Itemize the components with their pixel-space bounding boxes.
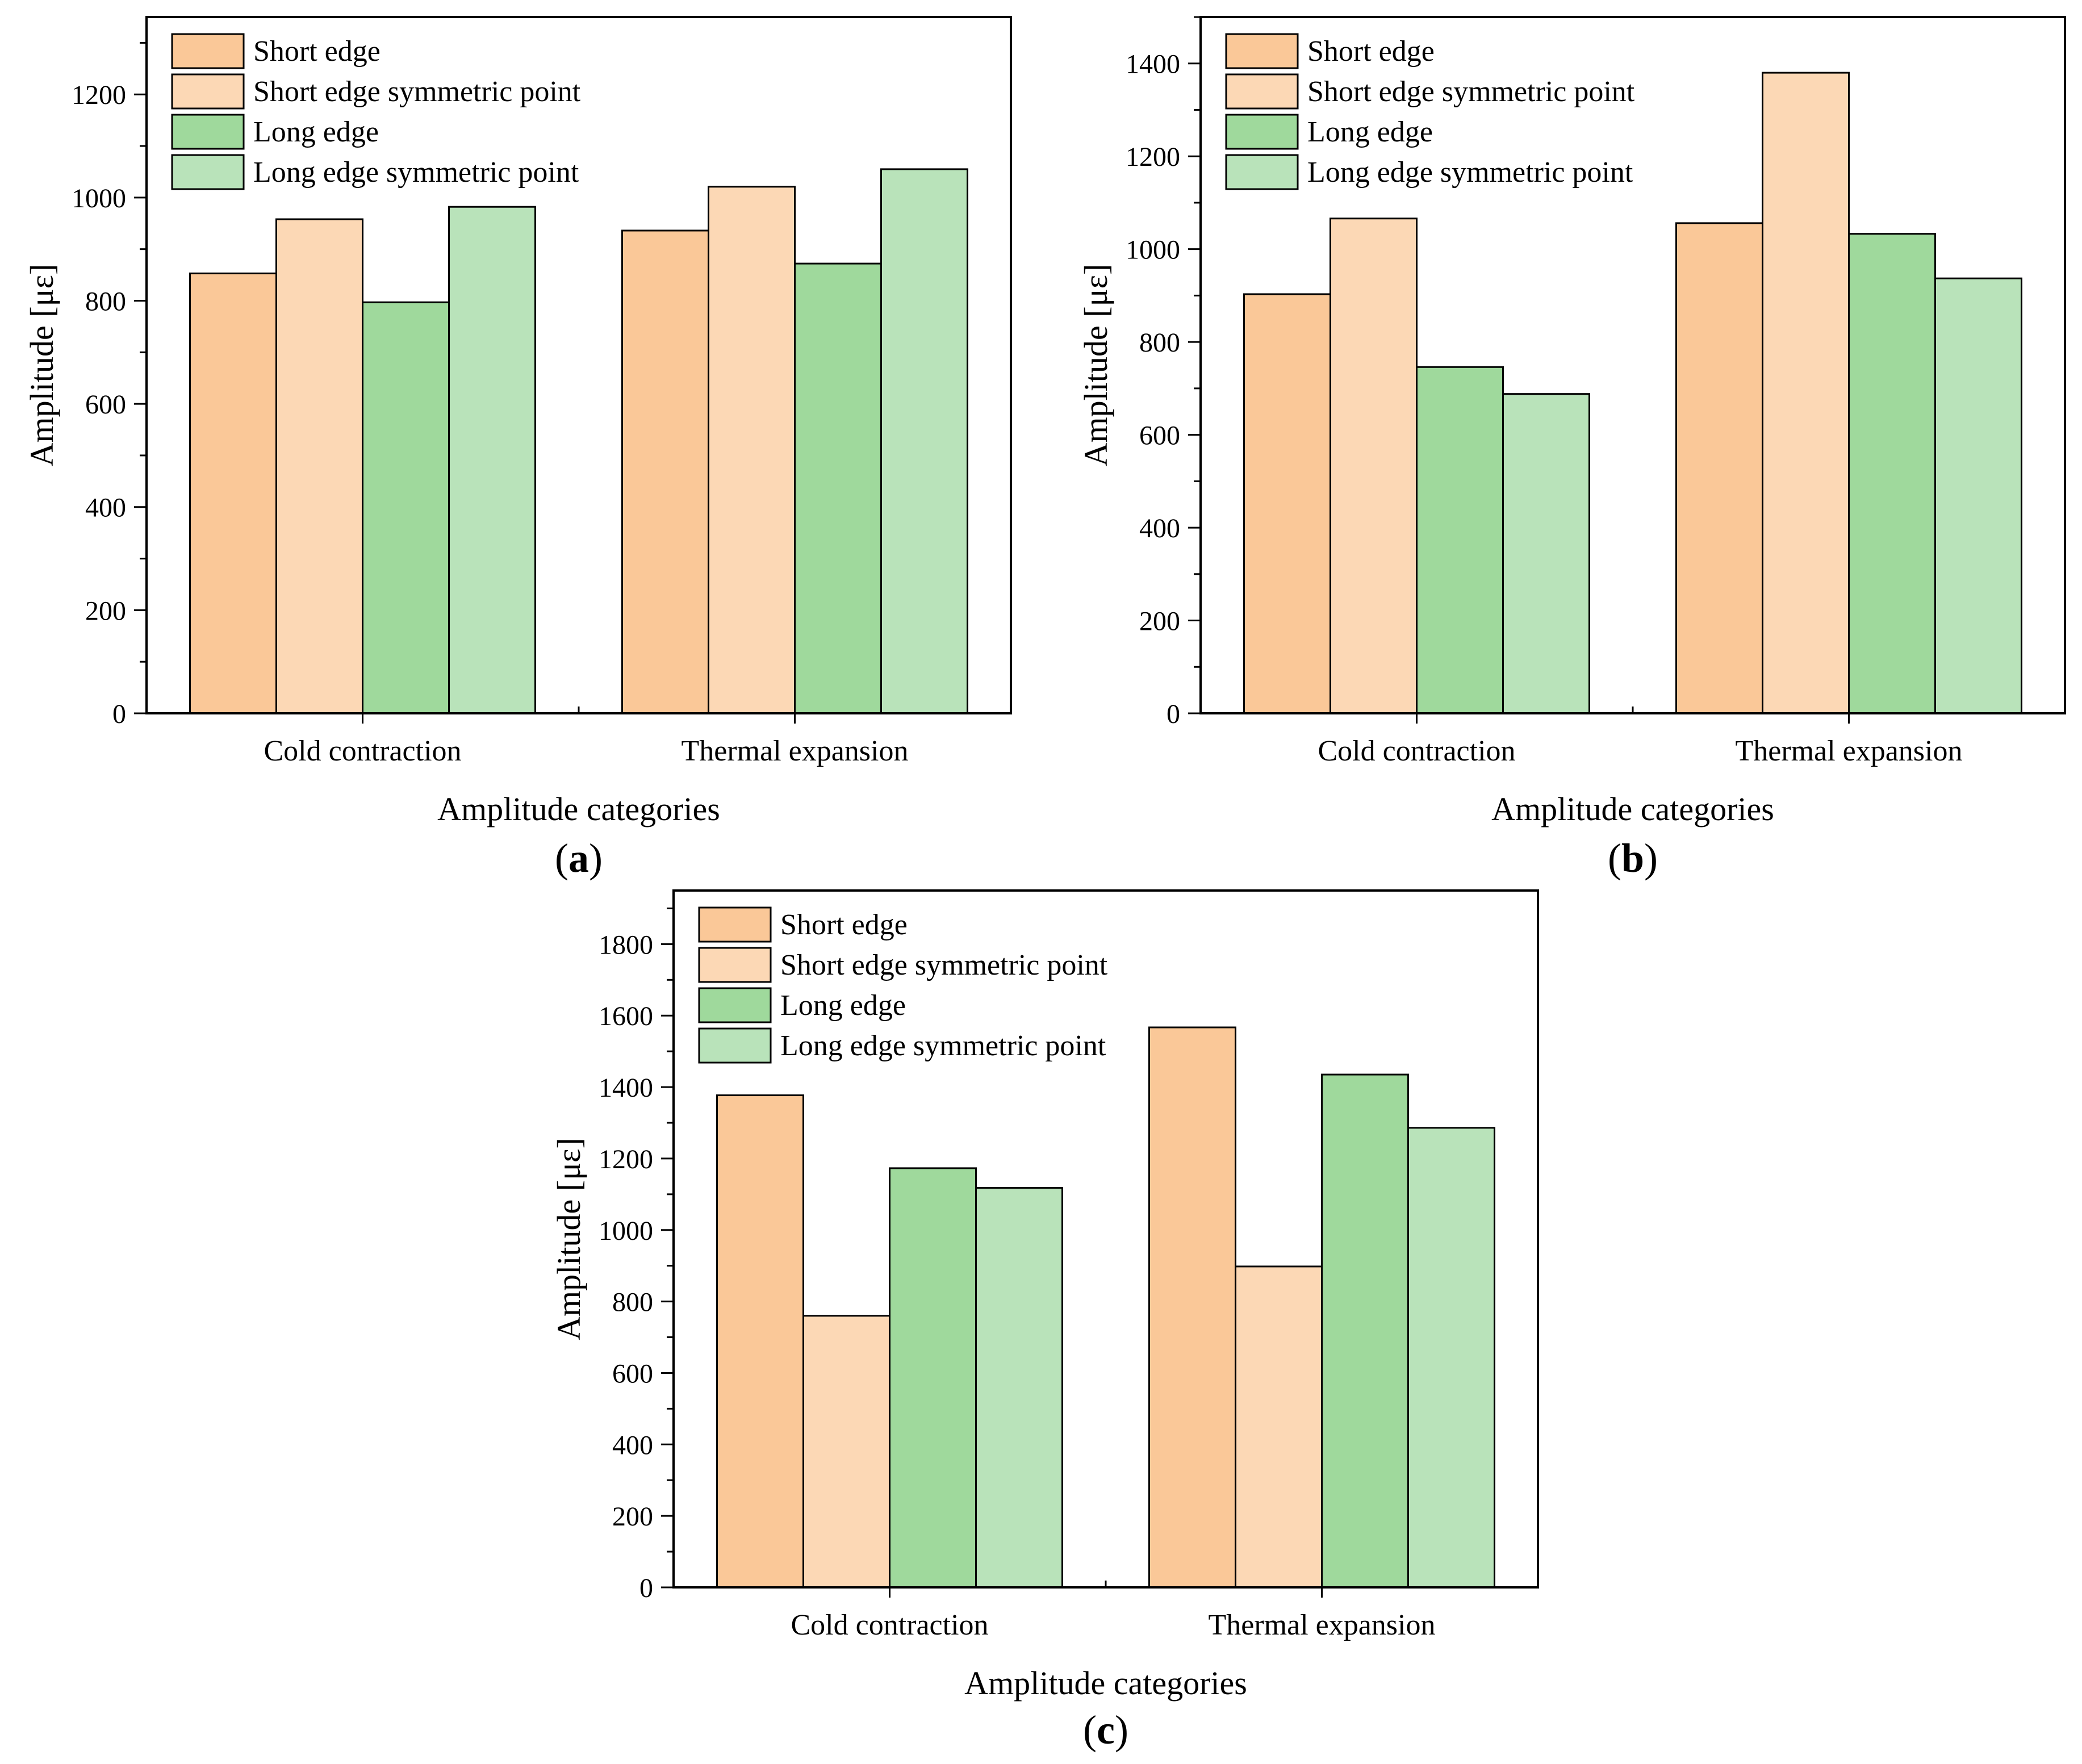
y-tick-label: 1400	[599, 1073, 653, 1103]
legend-label: Short edge	[780, 909, 908, 941]
bar-long-edge-thermal-expansion	[1848, 233, 1936, 714]
x-tick-label: Thermal expansion	[1736, 735, 1963, 767]
legend-swatch	[171, 154, 245, 190]
x-tick-label: Cold contraction	[264, 735, 461, 767]
bar-long-edge-symmetric-point-cold-contraction	[1502, 393, 1590, 714]
y-tick-label: 800	[85, 286, 126, 316]
y-axis-label: Amplitude [με]	[550, 1138, 587, 1340]
y-tick-label: 1200	[72, 80, 126, 110]
y-tick-label: 0	[112, 699, 126, 729]
bar-short-edge-cold-contraction	[716, 1094, 804, 1589]
legend-swatch	[1225, 154, 1299, 190]
bar-short-edge-symmetric-point-cold-contraction	[275, 218, 363, 714]
x-axis-label: Amplitude categories	[964, 1665, 1247, 1702]
legend-label: Long edge	[780, 989, 906, 1022]
legend-swatch	[171, 73, 245, 110]
x-tick-label: Cold contraction	[791, 1609, 988, 1641]
bar-long-edge-symmetric-point-cold-contraction	[448, 206, 536, 714]
y-tick-label: 200	[85, 596, 126, 626]
y-tick-label: 400	[1139, 513, 1180, 544]
y-tick-label: 1800	[599, 930, 653, 960]
legend-swatch	[1225, 114, 1299, 150]
bar-short-edge-symmetric-point-thermal-expansion	[708, 186, 796, 714]
legend-swatch	[171, 114, 245, 150]
y-tick-label: 1000	[1126, 235, 1180, 265]
panel-b: 0 200 400 600 800 1000 1200 1400 Cold contractio…	[1077, 16, 2066, 881]
bar-long-edge-symmetric-point-thermal-expansion	[880, 168, 968, 714]
legend-label: Long edge	[1307, 116, 1433, 148]
y-tick-label: 0	[1167, 699, 1180, 729]
y-tick-label: 1600	[599, 1001, 653, 1031]
legend-swatch	[1225, 33, 1299, 69]
bar-long-edge-cold-contraction	[1416, 366, 1504, 714]
y-tick-label: 1200	[599, 1144, 653, 1174]
panel-label: (c)	[1083, 1707, 1128, 1753]
panel-label: (a)	[555, 835, 603, 881]
legend-swatch	[698, 1027, 772, 1064]
bar-short-edge-symmetric-point-cold-contraction	[802, 1315, 891, 1589]
y-tick-label: 1000	[72, 183, 126, 214]
y-tick-label: 800	[612, 1288, 653, 1318]
y-tick-label: 600	[612, 1358, 653, 1389]
legend-label: Long edge	[253, 116, 379, 148]
legend-swatch	[1225, 73, 1299, 110]
y-tick-label: 1400	[1126, 49, 1180, 80]
legend-swatch	[698, 947, 772, 983]
bar-short-edge-symmetric-point-thermal-expansion	[1235, 1265, 1323, 1589]
panel-letter: a	[568, 835, 589, 881]
bar-long-edge-symmetric-point-cold-contraction	[975, 1187, 1063, 1589]
bar-short-edge-thermal-expansion	[621, 229, 709, 714]
legend-swatch	[171, 33, 245, 69]
y-axis-label: Amplitude [με]	[23, 264, 60, 467]
y-tick-label: 800	[1139, 328, 1180, 358]
panel-label: (b)	[1608, 835, 1658, 881]
y-tick-label: 1000	[599, 1216, 653, 1246]
y-axis-label: Amplitude [με]	[1077, 264, 1114, 467]
panel-c: 0 200 400 600 800 1000 1200 1400 1600 1800 Cold co…	[550, 889, 1539, 1753]
y-tick-label: 200	[612, 1502, 653, 1532]
bar-long-edge-symmetric-point-thermal-expansion	[1934, 277, 2022, 714]
bar-short-edge-symmetric-point-thermal-expansion	[1762, 72, 1850, 714]
legend-label: Short edge	[253, 35, 381, 68]
bar-long-edge-symmetric-point-thermal-expansion	[1407, 1127, 1495, 1589]
legend-label: Short edge symmetric point	[1307, 76, 1635, 108]
legend-label: Long edge symmetric point	[780, 1030, 1106, 1062]
legend-swatch	[698, 906, 772, 943]
panel-a: 0 200 400 600 800 1000 1200 Cold contraction The…	[23, 16, 1012, 881]
x-axis-label: Amplitude categories	[1491, 791, 1774, 827]
x-tick-label: Thermal expansion	[1209, 1609, 1436, 1641]
bar-short-edge-thermal-expansion	[1148, 1026, 1236, 1589]
bar-long-edge-thermal-expansion	[794, 262, 882, 714]
legend-label: Long edge symmetric point	[253, 156, 579, 189]
legend-label: Short edge	[1307, 35, 1435, 68]
x-axis-label: Amplitude categories	[437, 791, 720, 827]
y-tick-label: 600	[1139, 421, 1180, 451]
y-tick-label: 600	[85, 390, 126, 420]
x-tick-label: Cold contraction	[1318, 735, 1515, 767]
legend-label: Short edge symmetric point	[780, 949, 1108, 981]
y-tick-label: 1200	[1126, 142, 1180, 172]
bar-long-edge-cold-contraction	[362, 301, 450, 714]
y-tick-label: 200	[1139, 607, 1180, 637]
bar-short-edge-cold-contraction	[189, 272, 277, 714]
legend-swatch	[698, 987, 772, 1023]
bar-short-edge-symmetric-point-cold-contraction	[1330, 218, 1418, 714]
legend-label: Short edge symmetric point	[253, 76, 581, 108]
y-tick-label: 400	[85, 493, 126, 523]
y-tick-label: 400	[612, 1430, 653, 1460]
bar-short-edge-cold-contraction	[1243, 293, 1331, 714]
legend-label: Long edge symmetric point	[1307, 156, 1633, 189]
panel-letter: b	[1621, 835, 1644, 881]
bar-short-edge-thermal-expansion	[1675, 222, 1763, 714]
panel-letter: c	[1097, 1707, 1115, 1753]
y-tick-label: 0	[639, 1573, 653, 1603]
bar-long-edge-thermal-expansion	[1321, 1073, 1409, 1589]
x-tick-label: Thermal expansion	[682, 735, 909, 767]
bar-long-edge-cold-contraction	[889, 1167, 977, 1589]
